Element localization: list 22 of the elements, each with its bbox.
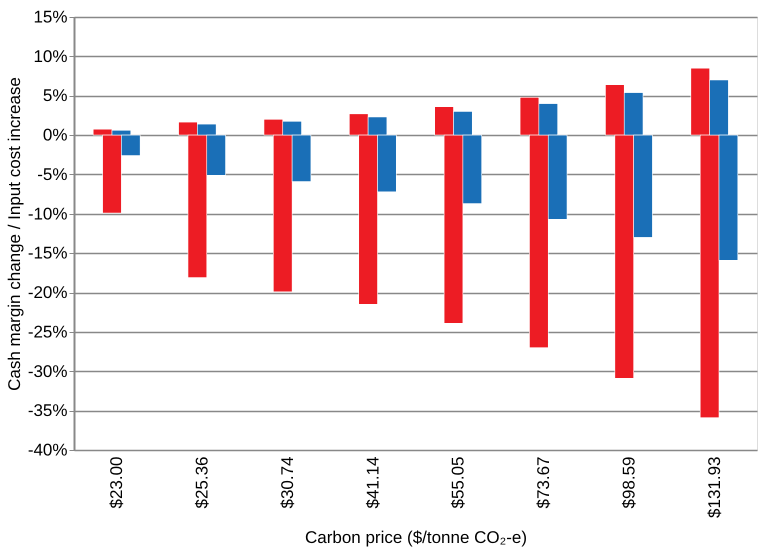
y-tick-label: -25%: [28, 322, 68, 342]
y-tick-label: 10%: [33, 46, 68, 66]
x-tick-label: $23.00: [107, 456, 126, 508]
y-tick-label: 0%: [42, 126, 68, 145]
y-tick-label: -15%: [28, 244, 68, 263]
y-tick-label: -20%: [28, 283, 68, 302]
x-tick-label: $25.36: [192, 456, 212, 508]
y-axis-title: Cash margin change / Input cost increase: [4, 77, 24, 391]
x-axis-title: Carbon price ($/tonne CO₂-e): [304, 528, 528, 547]
y-tick-label: -5%: [37, 164, 68, 184]
x-tick-label: $55.05: [448, 456, 468, 508]
x-tick-label: $98.59: [619, 456, 638, 508]
y-tick-label: -40%: [28, 440, 68, 460]
x-tick-label: $30.74: [278, 456, 297, 508]
y-tick-label: -35%: [28, 401, 68, 420]
x-tick-label: $131.93: [704, 456, 724, 518]
x-tick-label: $41.14: [363, 456, 382, 508]
x-tick-label: $73.67: [534, 456, 554, 508]
y-tick-label: -10%: [28, 204, 68, 224]
y-tick-label: -30%: [28, 362, 68, 381]
y-tick-label: 5%: [42, 86, 68, 106]
y-tick-label: 15%: [33, 8, 68, 26]
